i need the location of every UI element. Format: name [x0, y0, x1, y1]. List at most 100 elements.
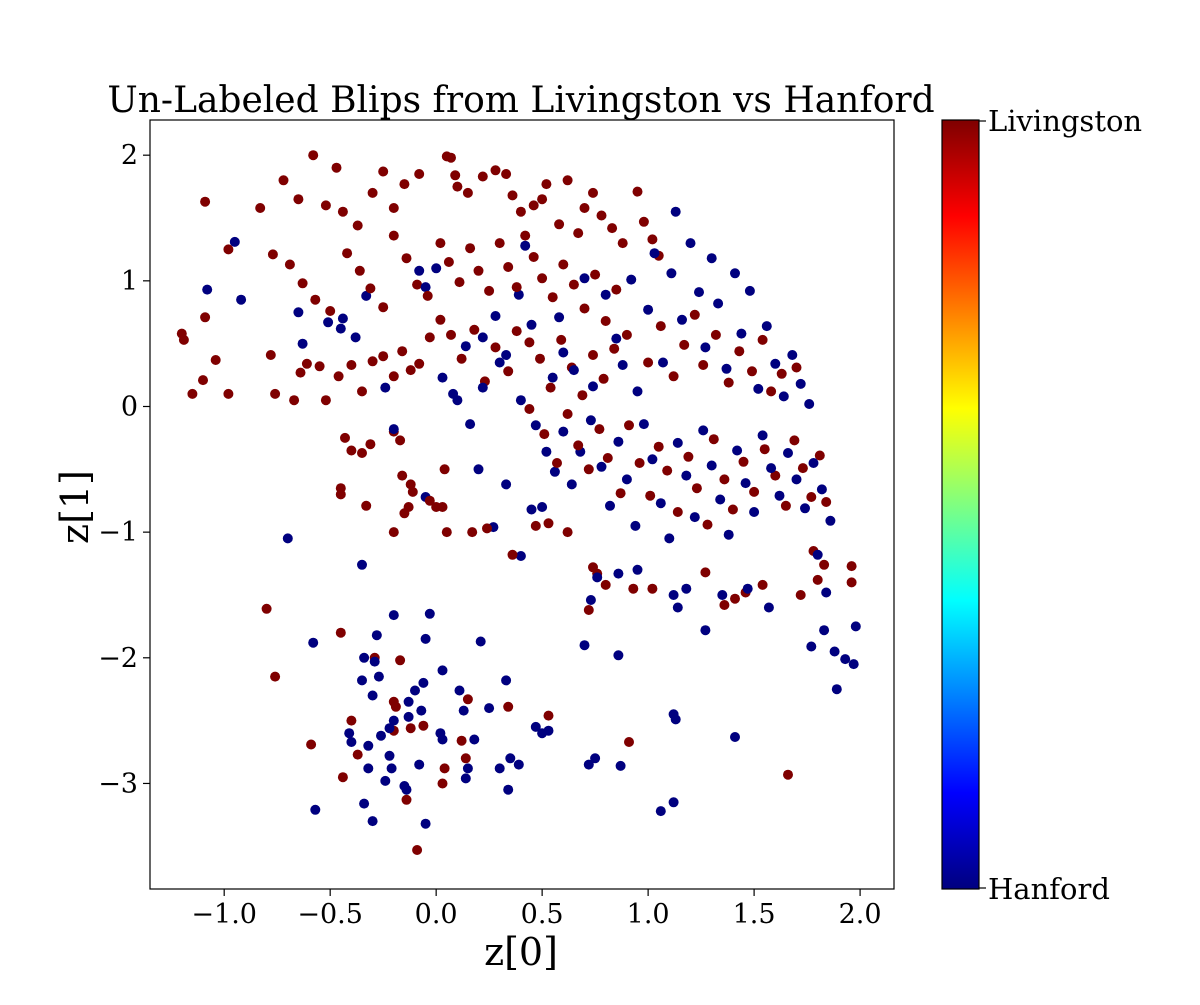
scatter-point-hanford [435, 728, 446, 739]
x-tick-label: 0.5 [521, 899, 564, 930]
scatter-point-livingston [515, 206, 526, 217]
scatter-point-livingston [378, 166, 389, 177]
scatter-point-livingston [579, 303, 590, 314]
scatter-point-livingston [490, 165, 501, 176]
scatter-point-livingston [611, 284, 622, 295]
scatter-point-hanford [414, 265, 425, 276]
scatter-point-livingston [507, 549, 518, 560]
scatter-point-livingston [401, 253, 412, 264]
scatter-point-hanford [831, 684, 842, 695]
scatter-point-livingston [437, 778, 448, 789]
scatter-point-livingston [200, 312, 211, 323]
scatter-point-livingston [435, 314, 446, 325]
scatter-point-hanford [732, 445, 743, 456]
scatter-point-hanford [513, 289, 524, 300]
scatter-point-livingston [583, 605, 594, 615]
scatter-point-livingston [439, 464, 450, 475]
scatter-point-hanford [632, 564, 643, 575]
scatter-point-livingston [624, 420, 634, 431]
points-layer [176, 150, 861, 855]
scatter-point-hanford [700, 342, 711, 353]
scatter-point-hanford [840, 654, 851, 665]
scatter-point-livingston [342, 248, 353, 259]
scatter-point-livingston [568, 279, 579, 290]
scatter-point-hanford [359, 798, 370, 809]
scatter-point-livingston [178, 334, 189, 345]
scatter-point-livingston [494, 238, 505, 249]
scatter-point-hanford [344, 728, 355, 739]
scatter-point-livingston [780, 500, 791, 511]
scatter-point-livingston [320, 200, 331, 211]
scatter-point-livingston [749, 486, 760, 497]
scatter-point-livingston [590, 269, 601, 280]
scatter-point-livingston [702, 519, 713, 530]
scatter-point-livingston [783, 769, 793, 780]
scatter-point-hanford [477, 382, 488, 393]
scatter-point-hanford [547, 372, 558, 383]
scatter-point-hanford [388, 424, 399, 435]
scatter-point-livingston [662, 465, 673, 476]
scatter-point-hanford [700, 625, 711, 636]
scatter-point-livingston [562, 527, 573, 538]
scatter-point-livingston [414, 169, 425, 179]
scatter-point-livingston [653, 441, 664, 452]
scatter-point-livingston [331, 162, 342, 173]
scatter-point-livingston [679, 339, 690, 350]
scatter-point-hanford [384, 750, 395, 761]
scatter-point-hanford [791, 474, 802, 485]
scatter-point-hanford [706, 253, 717, 264]
scatter-point-livingston [397, 470, 408, 481]
scatter-point-hanford [689, 512, 700, 523]
scatter-point-hanford [308, 637, 319, 648]
scatter-point-hanford [346, 737, 357, 747]
scatter-point-livingston [615, 488, 626, 499]
scatter-point-hanford [403, 696, 414, 707]
scatter-point-livingston [424, 332, 435, 343]
scatter-point-livingston [450, 170, 461, 181]
scatter-point-hanford [363, 763, 374, 774]
scatter-point-livingston [467, 527, 478, 538]
scatter-point-hanford [530, 721, 541, 732]
scatter-point-livingston [600, 316, 611, 326]
scatter-point-livingston [270, 388, 281, 399]
scatter-point-hanford [672, 437, 683, 448]
scatter-point-hanford [384, 723, 395, 734]
scatter-point-hanford [367, 816, 378, 827]
scatter-point-hanford [800, 503, 810, 514]
scatter-point-livingston [759, 444, 770, 455]
scatter-point-hanford [774, 490, 785, 501]
scatter-point-hanford [585, 415, 596, 426]
scatter-point-hanford [380, 382, 391, 393]
scatter-point-livingston [655, 321, 666, 332]
scatter-point-livingston [594, 424, 605, 435]
scatter-point-livingston [352, 220, 363, 231]
scatter-point-hanford [812, 549, 823, 560]
scatter-point-hanford [613, 436, 624, 447]
scatter-point-hanford [819, 625, 830, 636]
scatter-point-livingston [482, 523, 492, 534]
scatter-point-livingston [547, 292, 558, 303]
scatter-point-livingston [552, 458, 562, 468]
scatter-point-hanford [632, 386, 643, 397]
scatter-point-hanford [526, 504, 537, 515]
scatter-point-livingston [700, 567, 711, 578]
x-tick-label: 1.5 [733, 899, 776, 930]
scatter-point-hanford [583, 759, 594, 770]
scatter-point-hanford [787, 350, 798, 360]
scatter-point-hanford [357, 675, 367, 686]
scatter-point-livingston [562, 409, 573, 419]
scatter-point-livingston [446, 152, 456, 163]
scatter-point-hanford [730, 732, 740, 742]
scatter-point-livingston [405, 723, 416, 734]
scatter-point-hanford [694, 287, 704, 298]
scatter-point-livingston [267, 249, 278, 260]
scatter-point-hanford [503, 784, 514, 795]
scatter-point-hanford [715, 494, 726, 505]
scatter-point-hanford [658, 357, 668, 368]
scatter-point-hanford [418, 677, 429, 688]
scatter-point-livingston [821, 497, 832, 507]
scatter-point-livingston [401, 794, 412, 805]
y-axis-label: z[1] [53, 470, 97, 544]
scatter-point-hanford [778, 391, 789, 402]
